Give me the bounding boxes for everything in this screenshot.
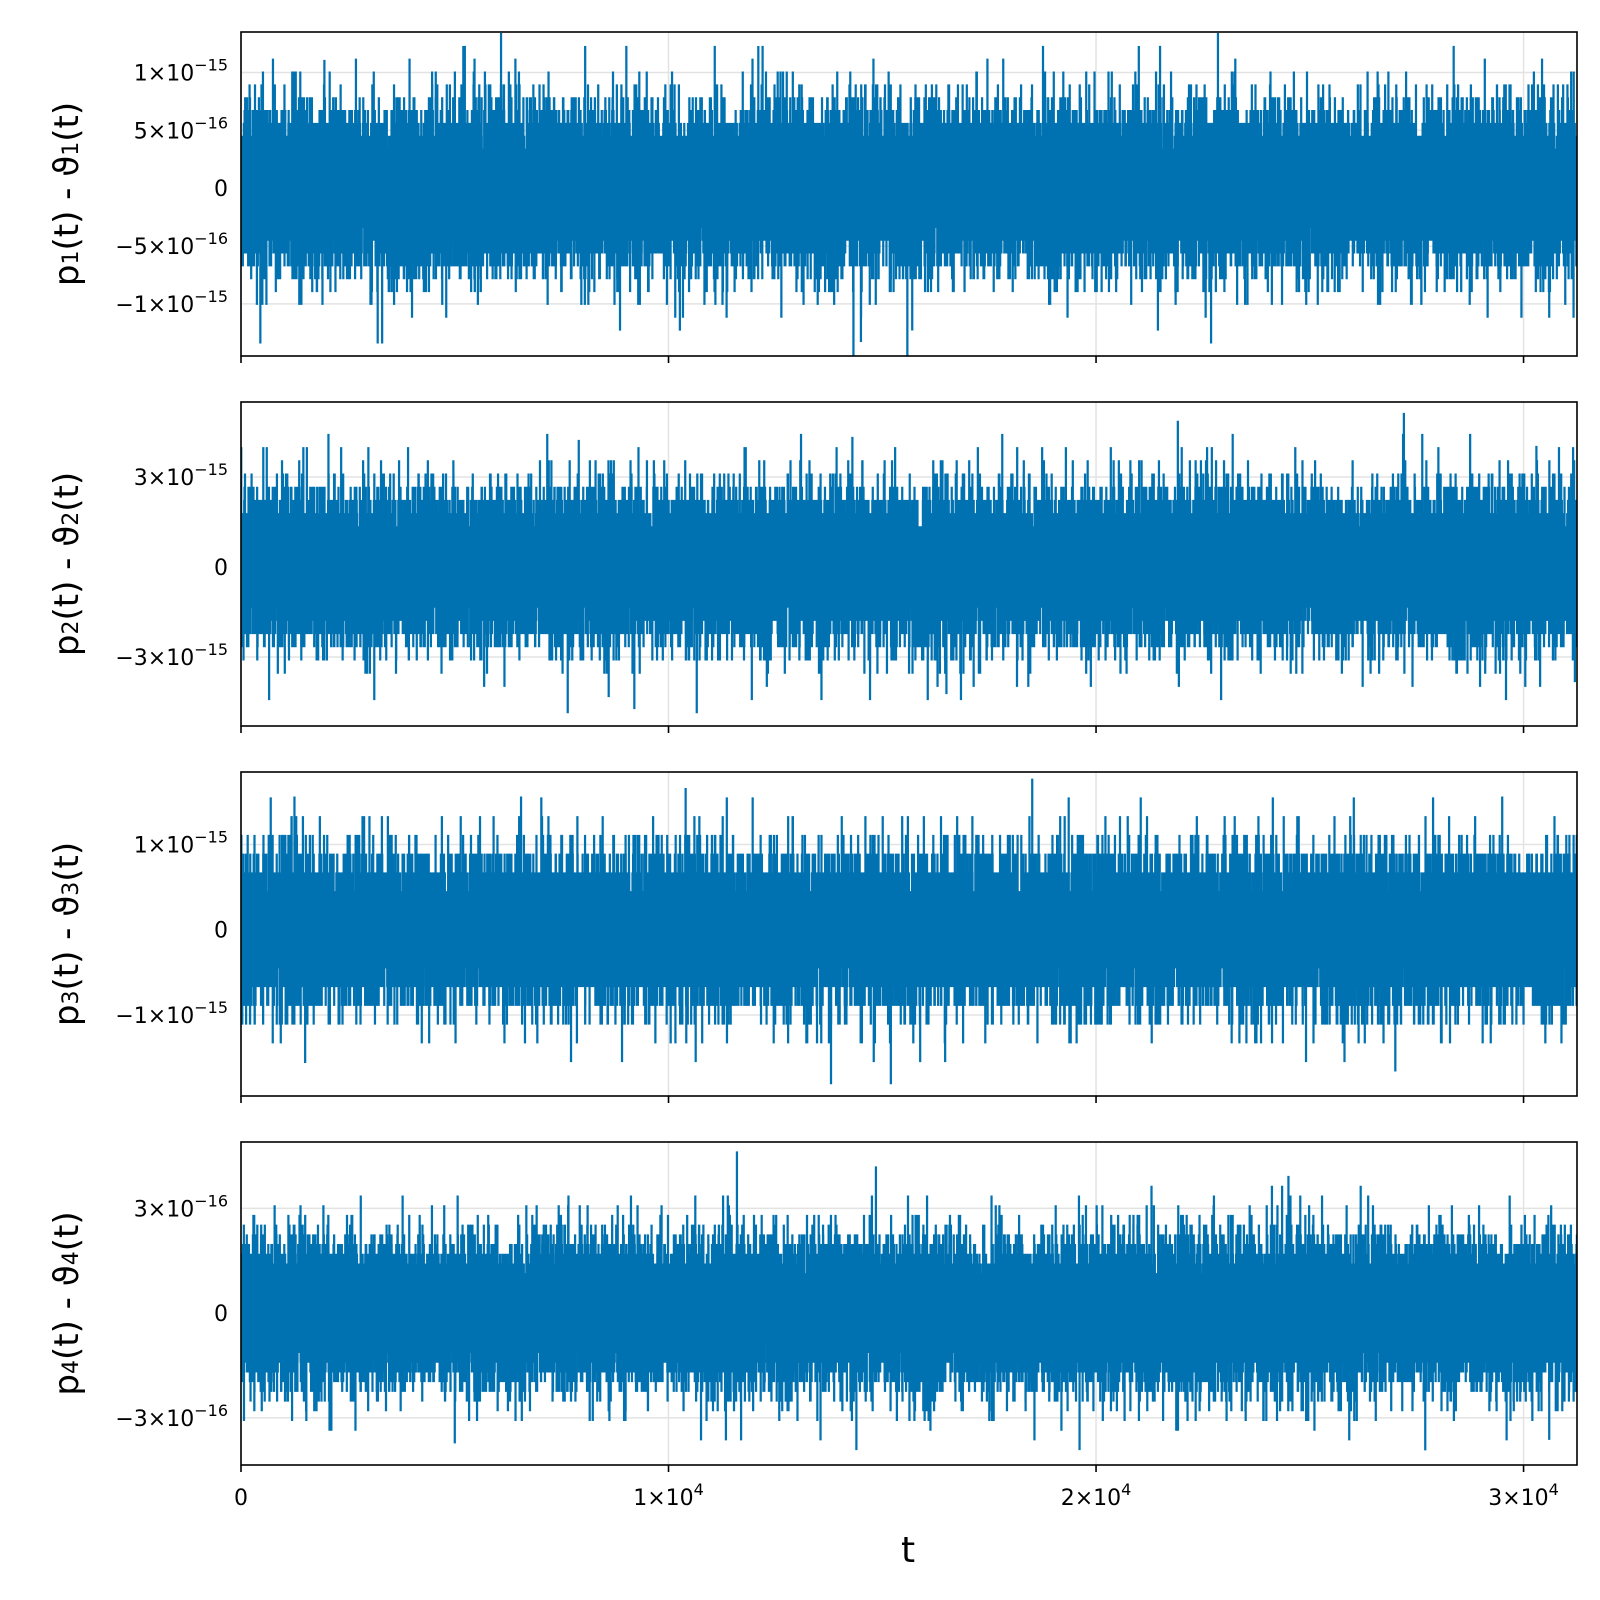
y-tick-label: −3×10−15 [115,640,228,671]
x-tick-label: 2×104 [1061,1480,1132,1511]
panel-2: 3×10−15 0 −3×10−15 p2(t) - ϑ2(t) [47,402,1577,733]
x-tick-label: 1×104 [633,1480,704,1511]
x-tick-label: 3×104 [1488,1480,1559,1511]
series-line-4 [241,1152,1577,1449]
y-tick-label: 0 [214,177,228,202]
y-tick-label: −1×10−15 [115,287,228,318]
series-line-3 [241,780,1577,1084]
y-tick-label: −1×10−15 [115,998,228,1029]
panel-3: 1×10−15 0 −1×10−15 p3(t) - ϑ3(t) [47,772,1577,1103]
y-tick-label: 0 [214,1302,228,1327]
y-axis-label-4: p4(t) - ϑ4(t) [47,1211,87,1395]
y-axis-label-2: p2(t) - ϑ2(t) [47,472,87,656]
plot-panels: 1×10−15 5×10−16 0 −5×10−16 −1×10−15 p1(t) - ϑ… [47,32,1577,1511]
y-tick-label: 3×10−16 [134,1191,228,1222]
y-axis-label-1: p1(t) - ϑ1(t) [47,102,87,286]
y-tick-label: 3×10−15 [134,460,228,491]
y-tick-label: 1×10−15 [134,56,228,87]
x-axis-label: t [901,1530,915,1571]
y-tick-label: 5×10−16 [134,113,228,144]
series-line-2 [241,414,1577,712]
y-axis-label-3: p3(t) - ϑ3(t) [47,842,87,1026]
panel-1: 1×10−15 5×10−16 0 −5×10−16 −1×10−15 p1(t) - ϑ… [47,32,1577,363]
x-tick-label: 0 [234,1486,248,1511]
y-tick-label: −3×10−16 [115,1401,228,1432]
y-tick-label: −5×10−16 [115,229,228,260]
panel-4: 3×10−16 0 −3×10−16 p4(t) - ϑ4(t) [47,1142,1577,1472]
y-tick-label: 0 [214,556,228,581]
y-tick-label: 0 [214,919,228,944]
y-tick-label: 1×10−15 [134,827,228,858]
series-line-1 [241,34,1577,355]
